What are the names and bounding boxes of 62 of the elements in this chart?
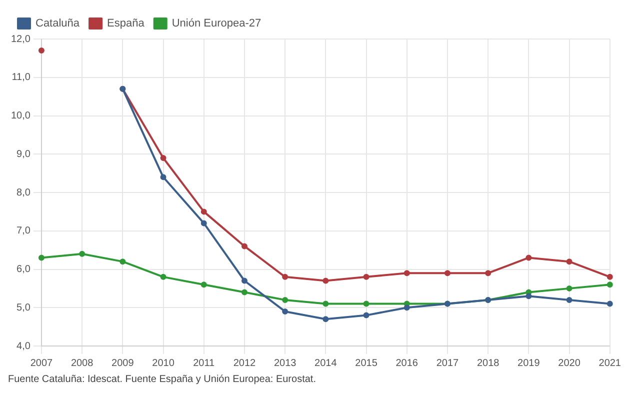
x-tick-label: 2020 bbox=[558, 358, 581, 369]
x-tick-label: 2009 bbox=[112, 358, 134, 369]
point bbox=[322, 300, 329, 307]
legend-label: Cataluña bbox=[36, 18, 80, 30]
point bbox=[241, 289, 248, 296]
point bbox=[322, 316, 329, 322]
point bbox=[566, 296, 572, 303]
point bbox=[282, 274, 288, 280]
point bbox=[241, 278, 248, 284]
x-tick-label: 2016 bbox=[396, 358, 418, 369]
point bbox=[606, 282, 613, 288]
point bbox=[444, 270, 450, 276]
x-tick-label: 2014 bbox=[314, 358, 338, 369]
point bbox=[363, 274, 370, 280]
point bbox=[606, 274, 613, 280]
legend-label: España bbox=[107, 18, 146, 30]
x-tick-label: 2017 bbox=[436, 358, 460, 369]
x-tick-label: 2013 bbox=[274, 358, 297, 369]
y-tick-label: 5,0 bbox=[16, 302, 31, 314]
point bbox=[566, 285, 572, 292]
y-tick-label: 6,0 bbox=[16, 264, 31, 275]
point bbox=[363, 300, 370, 307]
y-tick-label: 10,0 bbox=[10, 110, 31, 122]
source-note: Fuente Cataluña: Idescat. Fuente España y Unión Europea: Eurostat. bbox=[8, 374, 317, 385]
point bbox=[404, 270, 410, 276]
point bbox=[282, 308, 288, 314]
y-tick-label: 4,0 bbox=[16, 340, 31, 352]
point bbox=[160, 154, 166, 161]
point bbox=[282, 296, 288, 303]
point bbox=[363, 312, 370, 318]
point bbox=[241, 243, 248, 250]
point bbox=[485, 270, 492, 276]
point bbox=[200, 208, 207, 215]
point bbox=[200, 282, 207, 288]
point bbox=[526, 293, 532, 300]
y-tick-label: 11,0 bbox=[12, 72, 31, 84]
point bbox=[322, 278, 329, 284]
legend-label: Unión Europea-27 bbox=[172, 18, 262, 30]
point bbox=[38, 48, 44, 54]
point bbox=[160, 174, 166, 180]
point bbox=[404, 304, 410, 311]
y-tick-label: 12,0 bbox=[10, 34, 31, 45]
x-tick-label: 2015 bbox=[355, 358, 378, 369]
point bbox=[606, 300, 613, 307]
point bbox=[200, 220, 207, 226]
point bbox=[79, 250, 86, 257]
y-tick-label: 7,0 bbox=[16, 226, 31, 237]
point bbox=[160, 274, 166, 280]
x-tick-label: 2019 bbox=[518, 358, 540, 369]
x-tick-label: 2018 bbox=[476, 358, 500, 369]
x-tick-label: 2021 bbox=[598, 358, 622, 369]
x-tick-label: 2012 bbox=[233, 358, 256, 369]
point bbox=[526, 254, 532, 261]
x-tick-label: 2010 bbox=[152, 358, 175, 369]
y-tick-label: 9,0 bbox=[16, 148, 31, 160]
point bbox=[38, 254, 44, 261]
point bbox=[120, 258, 126, 265]
x-tick-label: 2008 bbox=[70, 358, 94, 369]
x-tick-label: 2007 bbox=[30, 358, 54, 369]
x-tick-label: 2011 bbox=[193, 358, 216, 369]
point bbox=[566, 258, 572, 265]
y-tick-label: 8,0 bbox=[16, 187, 31, 198]
